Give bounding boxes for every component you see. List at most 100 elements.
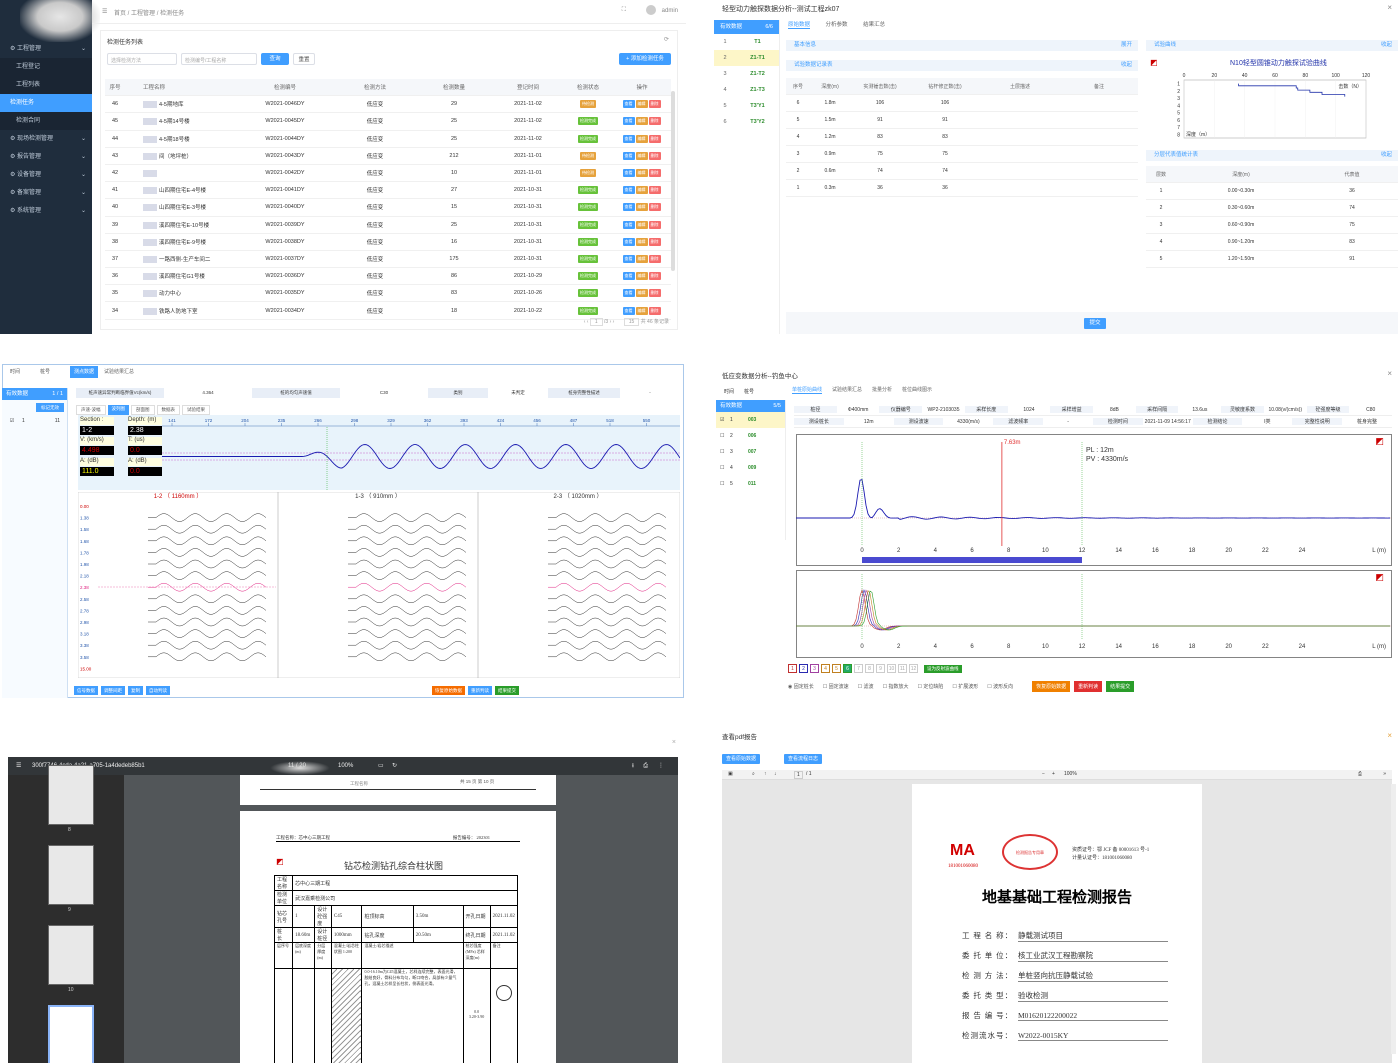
curve-toggle[interactable]: 9 bbox=[876, 664, 885, 673]
option-toggle[interactable]: ☐ 滤波 bbox=[858, 683, 874, 690]
sidebar-item[interactable]: ⚙ 备案管理 ⌄ bbox=[0, 184, 92, 202]
delete-button[interactable]: 删除 bbox=[648, 151, 661, 160]
more-icon[interactable]: ⋮ bbox=[658, 763, 664, 769]
table-row[interactable]: 35 动力中心 W2021-0035DY 低应变 83 2021-10-26 检测完成 查看编… bbox=[105, 285, 671, 303]
table-row[interactable]: 36 溪四期住宅G1号楼 W2021-0036DY 低应变 86 2021-10-29 检测… bbox=[105, 268, 671, 286]
option-toggle[interactable]: ☐ 定位缺陷 bbox=[917, 683, 943, 690]
method-select[interactable]: 选择检测方法 bbox=[107, 53, 177, 65]
curve-toggle[interactable]: 3 bbox=[810, 664, 819, 673]
time-sort[interactable]: 时间 bbox=[10, 369, 21, 375]
view-button[interactable]: 查看 bbox=[622, 220, 635, 229]
reinterpret-button[interactable]: 重新判读 bbox=[468, 686, 492, 695]
row-checkbox[interactable]: ☐ bbox=[720, 449, 725, 455]
list-item[interactable]: 3 Z1-T2 bbox=[714, 66, 779, 82]
subtab[interactable]: 试验结果 bbox=[182, 405, 210, 415]
edit-button[interactable]: 编辑 bbox=[635, 117, 648, 126]
fullscreen-icon[interactable]: ⛶ bbox=[621, 7, 626, 13]
pile-sort[interactable]: 桩号 bbox=[40, 369, 51, 375]
view-button[interactable]: 查看 bbox=[622, 169, 635, 178]
sidebar-item[interactable]: 工程登记 bbox=[0, 58, 92, 76]
keyword-input[interactable]: 检测编号/工程名称 bbox=[181, 53, 257, 65]
list-item[interactable]: ☐ 3 007 bbox=[716, 444, 785, 460]
table-row[interactable]: 37 一路西侧-生产车间二 W2021-0037DY 低应变 175 2021-10-31… bbox=[105, 251, 671, 269]
edit-button[interactable]: 编辑 bbox=[635, 237, 648, 246]
table-row[interactable]: 44 4-5期18号楼 W2021-0044DY 低应变 25 2021-11-02 检测完… bbox=[105, 131, 671, 148]
expand-toggle[interactable]: 展开 bbox=[1120, 42, 1132, 48]
curve-collapse[interactable]: 收起 bbox=[1380, 42, 1392, 48]
tab-raw-data[interactable]: 原始数据 bbox=[788, 22, 811, 29]
view-button[interactable]: 查看 bbox=[622, 203, 635, 212]
page-thumbnail[interactable] bbox=[48, 845, 94, 905]
submit-button[interactable]: 提交 bbox=[1084, 318, 1106, 329]
print-icon[interactable]: ⎙ bbox=[1357, 771, 1362, 777]
row-checkbox[interactable]: ☑ bbox=[720, 417, 725, 423]
tab-summary[interactable]: 结果汇总 bbox=[863, 22, 886, 28]
table-row[interactable]: 38 溪四期住宅E-9号楼 W2021-0038DY 低应变 16 2021-10-31 检… bbox=[105, 234, 671, 251]
view-button[interactable]: 查看 bbox=[622, 272, 635, 281]
option-toggle[interactable]: ◉ 固定桩长 bbox=[788, 683, 814, 690]
avatar[interactable] bbox=[646, 5, 656, 15]
subtab[interactable]: 波列图 bbox=[107, 405, 129, 415]
view-button[interactable]: 查看 bbox=[622, 254, 635, 263]
edit-button[interactable]: 编辑 bbox=[635, 151, 648, 160]
next-page-icon[interactable]: ↓ bbox=[774, 771, 777, 777]
print-icon[interactable]: ⎙ bbox=[643, 763, 648, 769]
list-item[interactable]: 5 T3'Y1 bbox=[714, 98, 779, 114]
tool-button[interactable]: 调整间距 bbox=[101, 686, 125, 695]
close-icon[interactable]: × bbox=[1387, 3, 1392, 12]
delete-button[interactable]: 删除 bbox=[648, 117, 661, 126]
restore-button[interactable]: 恢复原始数据 bbox=[432, 686, 465, 695]
zoom-out-icon[interactable]: − bbox=[1042, 771, 1045, 777]
view-button[interactable]: 查看 bbox=[622, 100, 635, 109]
breadcrumb-home[interactable]: 首页 bbox=[114, 11, 127, 17]
tab[interactable]: 批量分析 bbox=[872, 387, 893, 393]
delete-button[interactable]: 删除 bbox=[648, 203, 661, 212]
add-task-button[interactable]: + 添加检测任务 bbox=[619, 53, 671, 65]
curve-toggle[interactable]: 6 bbox=[843, 664, 852, 673]
option-toggle[interactable]: ☐ 指数放大 bbox=[883, 683, 909, 690]
tool-button[interactable]: 自动判读 bbox=[146, 686, 170, 695]
curve-toggle[interactable]: 8 bbox=[865, 664, 874, 673]
delete-button[interactable]: 删除 bbox=[648, 289, 661, 298]
delete-button[interactable]: 删除 bbox=[648, 220, 661, 229]
username[interactable]: admin bbox=[661, 8, 678, 14]
basic-info-header[interactable]: 基本信息 展开 bbox=[786, 40, 1138, 51]
tool-button[interactable]: 信号数据 bbox=[74, 686, 98, 695]
subtab[interactable]: 数据表 bbox=[156, 405, 180, 415]
option-toggle[interactable]: ☐ 固定波速 bbox=[823, 683, 849, 690]
table-row[interactable]: 45 4-5期14号楼 W2021-0045DY 低应变 25 2021-11-02 检测完… bbox=[105, 113, 671, 131]
edit-button[interactable]: 编辑 bbox=[635, 272, 648, 281]
tool-button[interactable]: 复制 bbox=[128, 686, 143, 695]
edit-button[interactable]: 编辑 bbox=[635, 203, 648, 212]
tab-params[interactable]: 分析参数 bbox=[825, 22, 848, 28]
sidebar-item[interactable]: ⚙ 报告管理 ⌄ bbox=[0, 148, 92, 166]
curve-toggle[interactable]: 5 bbox=[832, 664, 841, 673]
prev-page-icon[interactable]: ↑ bbox=[764, 771, 767, 777]
more-icon[interactable]: » bbox=[1383, 771, 1386, 777]
page-thumbnail[interactable] bbox=[48, 765, 94, 825]
sidebar-item[interactable]: ⚙ 设备管理 ⌄ bbox=[0, 166, 92, 184]
subtab[interactable]: 剖面图 bbox=[131, 405, 155, 415]
sidebar-item[interactable]: ⚙ 工程管理 ⌄ bbox=[0, 40, 92, 58]
row-checkbox[interactable]: ☐ bbox=[720, 465, 725, 471]
list-item[interactable]: ☐ 4 009 bbox=[716, 460, 785, 476]
curve-toggle[interactable]: 7 bbox=[854, 664, 863, 673]
edit-button[interactable]: 编辑 bbox=[635, 306, 648, 315]
delete-button[interactable]: 删除 bbox=[648, 306, 661, 315]
submit-result-button[interactable]: 结果提交 bbox=[1106, 681, 1135, 692]
delete-button[interactable]: 删除 bbox=[648, 134, 661, 143]
time-sort[interactable]: 时间 bbox=[724, 389, 735, 395]
tab-points[interactable]: 测点数据 bbox=[70, 366, 99, 378]
close-icon[interactable]: × bbox=[1387, 369, 1392, 378]
curve-toggle[interactable]: 2 bbox=[799, 664, 808, 673]
row-checkbox[interactable]: ☐ bbox=[720, 481, 725, 487]
view-button[interactable]: 查看 bbox=[622, 289, 635, 298]
tab[interactable]: 单桩原始曲线 bbox=[792, 387, 823, 394]
table-row[interactable]: 40 山四期住宅E-3号楼 W2021-0040DY 低应变 15 2021-10-31 检… bbox=[105, 199, 671, 217]
table-row[interactable]: 42 W2021-0042DY 低应变 10 2021-11-01 待检测 查看 编辑 删除 bbox=[105, 165, 671, 183]
tab-summary[interactable]: 试验结果汇总 bbox=[104, 369, 135, 375]
collapse-toggle[interactable]: 收起 bbox=[1120, 62, 1132, 68]
close-icon[interactable]: × bbox=[1387, 731, 1392, 740]
delete-button[interactable]: 删除 bbox=[648, 169, 661, 178]
download-icon[interactable]: ⭳ bbox=[631, 763, 634, 769]
